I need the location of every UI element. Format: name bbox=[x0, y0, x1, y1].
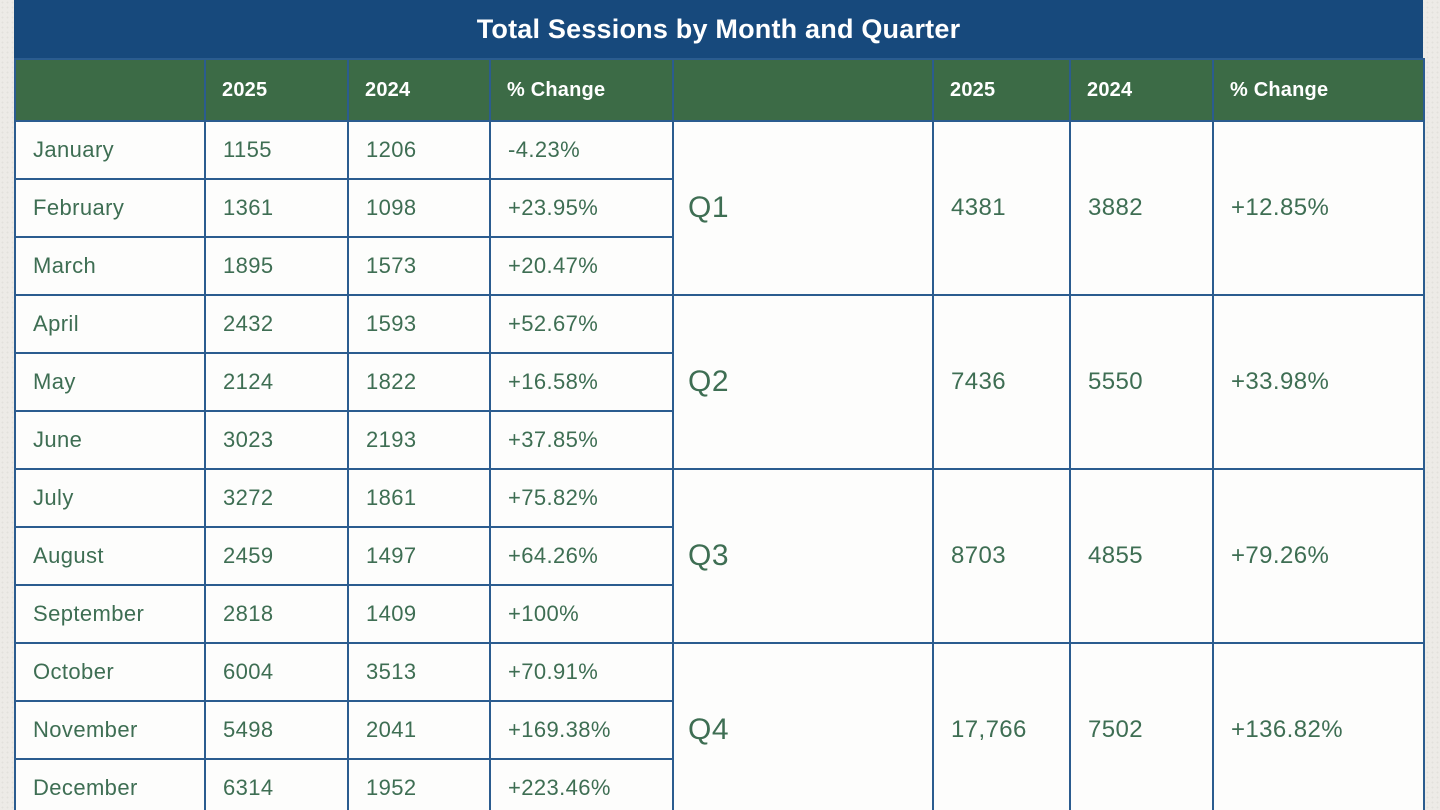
header-month-blank bbox=[14, 58, 206, 122]
value-2024-cell: 1822 bbox=[347, 352, 491, 412]
table-row-april: April 2432 1593 +52.67% Q2 7436 5550 +33… bbox=[14, 294, 1425, 470]
table-row-october: October 6004 3513 +70.91% Q4 17,766 7502… bbox=[14, 642, 1425, 810]
month-cell: May bbox=[14, 352, 206, 412]
value-2024-cell: 1497 bbox=[347, 526, 491, 586]
value-2025-cell: 6004 bbox=[204, 642, 349, 702]
header-quarter-blank bbox=[672, 58, 934, 122]
value-2024-cell: 3513 bbox=[347, 642, 491, 702]
quarter-2024-cell-q4: 7502 bbox=[1069, 642, 1214, 810]
pct-change-cell: +16.58% bbox=[489, 352, 674, 412]
quarter-name-cell-q4: Q4 bbox=[672, 642, 934, 810]
value-2025-cell: 6314 bbox=[204, 758, 349, 810]
month-cell: August bbox=[14, 526, 206, 586]
quarter-2024-cell-q2: 5550 bbox=[1069, 294, 1214, 470]
month-cell: July bbox=[14, 468, 206, 528]
quarter-2025-cell-q4: 17,766 bbox=[932, 642, 1071, 810]
pct-change-cell: +64.26% bbox=[489, 526, 674, 586]
pct-change-cell: +20.47% bbox=[489, 236, 674, 296]
value-2025-cell: 3023 bbox=[204, 410, 349, 470]
quarter-2025-cell-q2: 7436 bbox=[932, 294, 1071, 470]
value-2025-cell: 2818 bbox=[204, 584, 349, 644]
table-row-may: May 2124 1822 +16.58% bbox=[14, 352, 1424, 412]
quarter-pct-change-cell-q3: +79.26% bbox=[1212, 468, 1425, 644]
month-cell: February bbox=[14, 178, 206, 238]
value-2025-cell: 2432 bbox=[204, 294, 349, 354]
value-2025-cell: 5498 bbox=[204, 700, 349, 760]
quarter-2024-cell-q1: 3882 bbox=[1069, 120, 1214, 296]
sessions-table: 2025 2024 % Change 2025 2024 % Change Ja… bbox=[14, 58, 1425, 810]
value-2024-cell: 1573 bbox=[347, 236, 491, 296]
quarter-pct-change-cell-q2: +33.98% bbox=[1212, 294, 1425, 470]
pct-change-cell: -4.23% bbox=[489, 120, 674, 180]
value-2025-cell: 2124 bbox=[204, 352, 349, 412]
table-title: Total Sessions by Month and Quarter bbox=[476, 13, 961, 44]
title-bar: Total Sessions by Month and Quarter bbox=[14, 0, 1423, 58]
table-row-september: September 2818 1409 +100% bbox=[14, 584, 1424, 644]
pct-change-cell: +169.38% bbox=[489, 700, 674, 760]
value-2025-cell: 2459 bbox=[204, 526, 349, 586]
month-cell: October bbox=[14, 642, 206, 702]
month-cell: December bbox=[14, 758, 206, 810]
header-2024-left: 2024 bbox=[347, 58, 491, 122]
pct-change-cell: +52.67% bbox=[489, 294, 674, 354]
value-2024-cell: 1409 bbox=[347, 584, 491, 644]
value-2024-cell: 2041 bbox=[347, 700, 491, 760]
header-2024-right: 2024 bbox=[1069, 58, 1214, 122]
quarter-2025-cell-q3: 8703 bbox=[932, 468, 1071, 644]
value-2024-cell: 1593 bbox=[347, 294, 491, 354]
month-cell: April bbox=[14, 294, 206, 354]
pct-change-cell: +37.85% bbox=[489, 410, 674, 470]
pct-change-cell: +223.46% bbox=[489, 758, 674, 810]
pct-change-cell: +23.95% bbox=[489, 178, 674, 238]
value-2024-cell: 1206 bbox=[347, 120, 491, 180]
quarter-name-cell-q1: Q1 bbox=[672, 120, 934, 296]
value-2025-cell: 1361 bbox=[204, 178, 349, 238]
value-2024-cell: 1952 bbox=[347, 758, 491, 810]
table-row-august: August 2459 1497 +64.26% bbox=[14, 526, 1424, 586]
quarter-name-cell-q2: Q2 bbox=[672, 294, 934, 470]
value-2025-cell: 3272 bbox=[204, 468, 349, 528]
header-pct-change-left: % Change bbox=[489, 58, 674, 122]
value-2024-cell: 2193 bbox=[347, 410, 491, 470]
header-2025-right: 2025 bbox=[932, 58, 1071, 122]
table-row-february: February 1361 1098 +23.95% bbox=[14, 178, 1424, 238]
table-row-january: January 1155 1206 -4.23% Q1 4381 3882 +1… bbox=[14, 120, 1425, 296]
quarter-pct-change-cell-q4: +136.82% bbox=[1212, 642, 1425, 810]
pct-change-cell: +100% bbox=[489, 584, 674, 644]
month-cell: March bbox=[14, 236, 206, 296]
month-cell: June bbox=[14, 410, 206, 470]
value-2025-cell: 1155 bbox=[204, 120, 349, 180]
pct-change-cell: +75.82% bbox=[489, 468, 674, 528]
table-row-december: December 6314 1952 +223.46% bbox=[14, 758, 1424, 810]
month-cell: November bbox=[14, 700, 206, 760]
value-2024-cell: 1861 bbox=[347, 468, 491, 528]
table-row-july: July 3272 1861 +75.82% Q3 8703 4855 +79.… bbox=[14, 468, 1425, 644]
pct-change-cell: +70.91% bbox=[489, 642, 674, 702]
table-row-march: March 1895 1573 +20.47% bbox=[14, 236, 1424, 296]
header-pct-change-right: % Change bbox=[1212, 58, 1425, 122]
quarter-2024-cell-q3: 4855 bbox=[1069, 468, 1214, 644]
header-2025-left: 2025 bbox=[204, 58, 349, 122]
quarter-pct-change-cell-q1: +12.85% bbox=[1212, 120, 1425, 296]
table-row-june: June 3023 2193 +37.85% bbox=[14, 410, 1424, 470]
header-row: 2025 2024 % Change 2025 2024 % Change bbox=[14, 58, 1425, 122]
month-cell: September bbox=[14, 584, 206, 644]
quarter-2025-cell-q1: 4381 bbox=[932, 120, 1071, 296]
table-row-november: November 5498 2041 +169.38% bbox=[14, 700, 1424, 760]
quarter-name-cell-q3: Q3 bbox=[672, 468, 934, 644]
month-cell: January bbox=[14, 120, 206, 180]
value-2024-cell: 1098 bbox=[347, 178, 491, 238]
value-2025-cell: 1895 bbox=[204, 236, 349, 296]
